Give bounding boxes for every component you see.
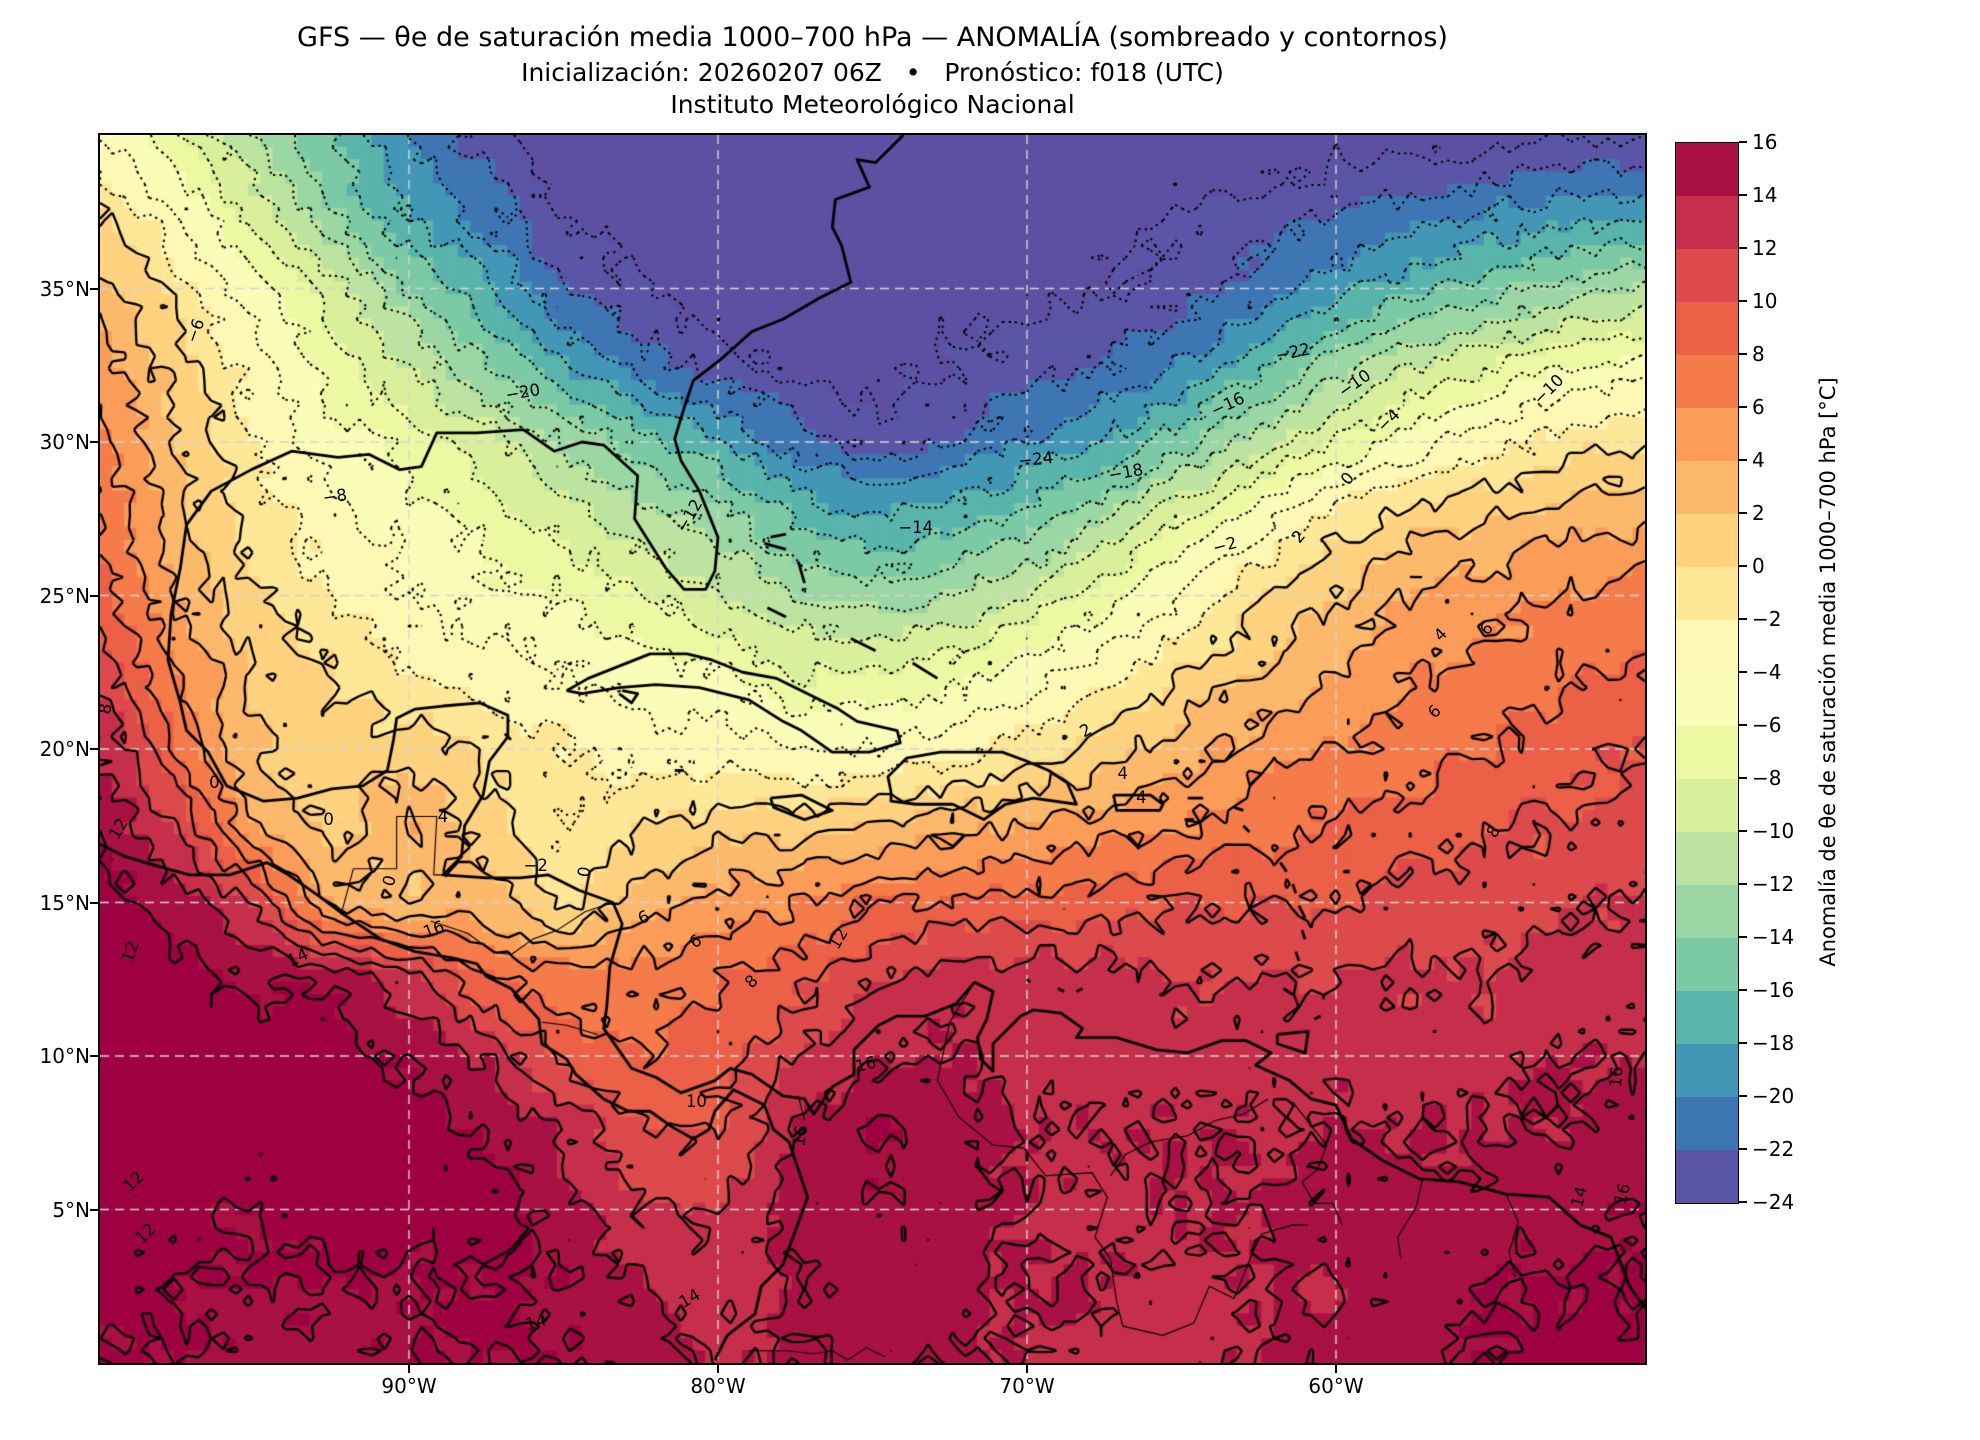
colorbar-tick-mark — [1739, 1148, 1747, 1150]
lat-tick-label: 5°N — [52, 1197, 90, 1222]
anomaly-map-canvas — [100, 135, 1645, 1363]
colorbar-tick-label: −4 — [1752, 660, 1782, 684]
lat-tick-label: 25°N — [39, 583, 90, 608]
lat-tick-label: 10°N — [39, 1044, 90, 1068]
colorbar-tick-label: −16 — [1752, 978, 1795, 1002]
colorbar-segment — [1676, 778, 1738, 832]
colorbar-tick-label: −14 — [1752, 925, 1795, 949]
colorbar-tick-label: 8 — [1752, 342, 1765, 366]
lon-tick-label: 60°W — [1308, 1374, 1364, 1398]
lon-tick-label: 70°W — [999, 1374, 1055, 1398]
colorbar-tick-label: −12 — [1752, 872, 1795, 896]
lon-tick-mark — [408, 1365, 410, 1373]
colorbar-segment — [1676, 1149, 1738, 1203]
colorbar-tick-mark — [1739, 936, 1747, 938]
colorbar-tick-mark — [1739, 1201, 1747, 1203]
colorbar-tick-mark — [1739, 671, 1747, 673]
colorbar-segment — [1676, 937, 1738, 991]
colorbar-tick-mark — [1739, 247, 1747, 249]
lat-tick-mark — [90, 594, 98, 597]
colorbar-tick-label: 4 — [1752, 448, 1765, 472]
colorbar-segment — [1676, 354, 1738, 408]
colorbar-tick-mark — [1739, 883, 1747, 885]
colorbar-tick-mark — [1739, 989, 1747, 991]
colorbar-tick-mark — [1739, 830, 1747, 832]
colorbar-segment — [1676, 831, 1738, 885]
map-frame: −6 −20 −8 −12 −14 −24 −18 −22 −16 −10 −10 −4 −2 0 2 4 6 2… — [95, 133, 1647, 1365]
lat-tick-mark — [90, 287, 98, 290]
colorbar-segment — [1676, 672, 1738, 726]
colorbar-tick-mark — [1739, 512, 1747, 514]
colorbar — [1675, 142, 1739, 1204]
colorbar-tick-label: −10 — [1752, 819, 1795, 843]
colorbar-segment — [1676, 619, 1738, 673]
colorbar-tick-mark — [1739, 565, 1747, 567]
page-title: GFS — θe de saturación media 1000–700 hP… — [297, 22, 1448, 53]
lat-tick-mark — [90, 1055, 98, 1057]
colorbar-tick-label: 6 — [1752, 395, 1765, 419]
colorbar-tick-mark — [1739, 141, 1747, 143]
colorbar-tick-label: −8 — [1752, 766, 1782, 790]
colorbar-tick-label: 10 — [1752, 289, 1778, 313]
lon-tick-mark — [717, 1365, 719, 1373]
colorbar-tick-label: 0 — [1752, 554, 1765, 578]
colorbar-tick-label: 12 — [1752, 236, 1778, 260]
colorbar-tick-label: 2 — [1752, 501, 1765, 525]
lat-tick-mark — [90, 1208, 98, 1211]
colorbar-tick-mark — [1739, 459, 1747, 461]
colorbar-tick-mark — [1739, 194, 1747, 196]
lat-tick-label: 30°N — [39, 430, 90, 454]
colorbar-tick-mark — [1739, 406, 1747, 408]
colorbar-segment — [1676, 460, 1738, 514]
colorbar-segment — [1676, 248, 1738, 302]
colorbar-tick-label: −22 — [1752, 1137, 1795, 1161]
lat-tick-mark — [90, 441, 98, 443]
page-subtitle-init-forecast: Inicialización: 20260207 06Z • Pronóstic… — [521, 58, 1224, 87]
colorbar-tick-mark — [1739, 300, 1747, 302]
page-subtitle-institution: Instituto Meteorológico Nacional — [670, 90, 1075, 119]
lon-tick-mark — [1026, 1365, 1028, 1373]
lat-tick-label: 15°N — [39, 890, 90, 915]
colorbar-segment — [1676, 990, 1738, 1044]
lon-tick-label: 80°W — [690, 1374, 746, 1398]
colorbar-tick-mark — [1739, 1042, 1747, 1044]
colorbar-tick-label: −6 — [1752, 713, 1782, 737]
colorbar-tick-mark — [1739, 1095, 1747, 1097]
colorbar-tick-mark — [1739, 777, 1747, 779]
colorbar-segment — [1676, 566, 1738, 620]
colorbar-segment — [1676, 884, 1738, 938]
colorbar-title: Anomalía de θe de saturación media 1000–… — [1816, 377, 1840, 967]
colorbar-segment — [1676, 407, 1738, 461]
colorbar-tick-label: −18 — [1752, 1031, 1795, 1055]
colorbar-segment — [1676, 513, 1738, 567]
lat-tick-label: 20°N — [39, 737, 90, 761]
colorbar-tick-mark — [1739, 353, 1747, 355]
lon-tick-label: 90°W — [381, 1374, 437, 1398]
colorbar-tick-label: −24 — [1752, 1190, 1795, 1214]
colorbar-segment — [1676, 725, 1738, 779]
lat-tick-mark — [90, 901, 98, 904]
colorbar-tick-label: 16 — [1752, 130, 1778, 154]
colorbar-tick-mark — [1739, 618, 1747, 620]
colorbar-tick-label: −2 — [1752, 607, 1782, 631]
colorbar-tick-label: −20 — [1752, 1084, 1795, 1108]
lat-tick-label: 35°N — [39, 276, 90, 301]
colorbar-tick-label: 14 — [1752, 183, 1778, 207]
colorbar-segment — [1676, 142, 1738, 196]
lon-tick-mark — [1335, 1365, 1337, 1373]
colorbar-segment — [1676, 301, 1738, 355]
colorbar-segment — [1676, 1096, 1738, 1150]
colorbar-segment — [1676, 1043, 1738, 1097]
colorbar-segment — [1676, 195, 1738, 249]
colorbar-tick-mark — [1739, 724, 1747, 726]
lat-tick-mark — [90, 748, 98, 750]
